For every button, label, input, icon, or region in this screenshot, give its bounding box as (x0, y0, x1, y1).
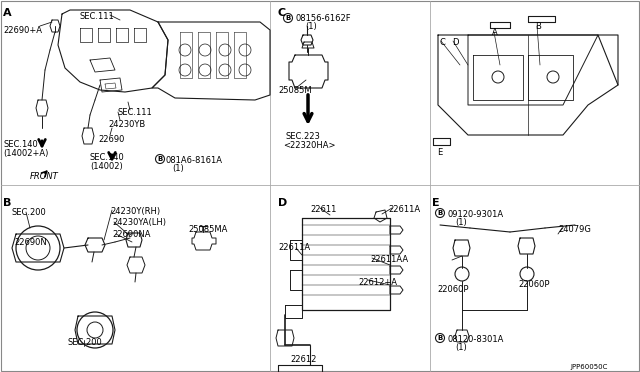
Text: 22690: 22690 (98, 135, 124, 144)
Text: (1): (1) (172, 164, 184, 173)
Text: A: A (3, 8, 12, 18)
Text: 09120-9301A: 09120-9301A (447, 210, 503, 219)
Text: (1): (1) (455, 218, 467, 227)
Text: 24230Y(RH): 24230Y(RH) (110, 207, 160, 216)
Text: C: C (278, 8, 286, 18)
Text: 22612: 22612 (290, 355, 316, 364)
Text: 22690N: 22690N (14, 238, 47, 247)
Text: 22612+A: 22612+A (358, 278, 397, 287)
Text: B: B (157, 156, 163, 162)
Text: (14002+A): (14002+A) (3, 149, 49, 158)
Text: 22060P: 22060P (437, 285, 468, 294)
Text: D: D (278, 198, 287, 208)
Text: 25085MA: 25085MA (188, 225, 227, 234)
Text: SEC.111: SEC.111 (80, 12, 115, 21)
Text: (1): (1) (455, 343, 467, 352)
Text: 22060P: 22060P (518, 280, 550, 289)
Text: SEC.140: SEC.140 (3, 140, 38, 149)
Text: (14002): (14002) (90, 162, 123, 171)
Text: 22690NA: 22690NA (112, 230, 150, 239)
Text: 08156-6162F: 08156-6162F (295, 14, 351, 23)
Text: 22611A: 22611A (278, 243, 310, 252)
Text: D: D (452, 38, 458, 47)
Text: SEC.140: SEC.140 (90, 153, 125, 162)
Text: 25085M: 25085M (278, 86, 312, 95)
Text: 24079G: 24079G (558, 225, 591, 234)
Text: SEC.111: SEC.111 (118, 108, 153, 117)
Text: 24230YA(LH): 24230YA(LH) (112, 218, 166, 227)
Text: 22690+A: 22690+A (3, 26, 42, 35)
Text: B: B (535, 22, 541, 31)
Text: 08120-8301A: 08120-8301A (447, 335, 504, 344)
Text: B: B (285, 15, 291, 21)
Text: 24230YB: 24230YB (108, 120, 145, 129)
Text: B: B (437, 210, 443, 216)
Text: SEC.200: SEC.200 (12, 208, 47, 217)
Text: C: C (440, 38, 446, 47)
Text: 081A6-8161A: 081A6-8161A (166, 156, 223, 165)
Text: B: B (437, 335, 443, 341)
Text: SEC.223: SEC.223 (286, 132, 321, 141)
Text: E: E (437, 148, 442, 157)
Text: 22611AA: 22611AA (370, 255, 408, 264)
Text: 22611: 22611 (310, 205, 337, 214)
Text: SEC.200: SEC.200 (68, 338, 103, 347)
Text: <22320HA>: <22320HA> (283, 141, 335, 150)
Text: (1): (1) (305, 22, 317, 31)
Text: JPP60050C: JPP60050C (570, 364, 607, 370)
Text: E: E (432, 198, 440, 208)
Text: B: B (3, 198, 12, 208)
Text: A: A (492, 28, 498, 37)
Text: FRONT: FRONT (30, 172, 59, 181)
Text: 22611A: 22611A (388, 205, 420, 214)
